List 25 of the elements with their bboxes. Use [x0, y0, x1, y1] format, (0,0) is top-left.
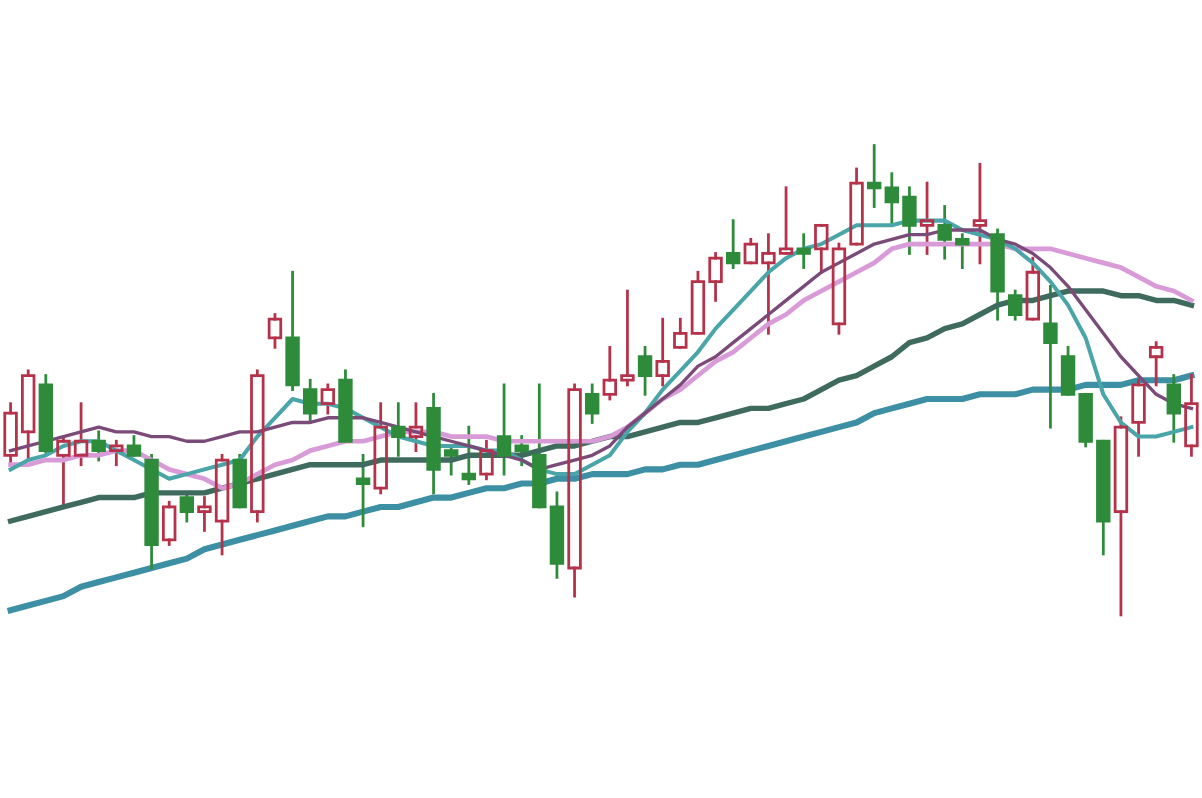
candlestick	[1184, 374, 1199, 457]
candlestick	[1166, 374, 1182, 443]
candlestick	[796, 233, 811, 269]
candlestick	[972, 162, 988, 265]
candlestick	[1131, 378, 1146, 457]
candlestick	[567, 383, 582, 598]
candlestick	[1007, 289, 1023, 321]
candlestick	[919, 181, 935, 255]
candlestick	[725, 219, 741, 269]
candlestick	[1148, 341, 1164, 387]
candlestick	[655, 317, 670, 387]
candlestick	[250, 369, 265, 523]
candlestick	[990, 228, 1005, 321]
candlestick	[161, 500, 177, 546]
candlestick	[373, 402, 388, 495]
candlestick	[866, 144, 882, 208]
candlestick	[461, 425, 477, 485]
candlestick	[1043, 284, 1058, 429]
candlestick	[285, 270, 300, 391]
candlestick	[479, 439, 494, 481]
candlestick	[391, 402, 406, 457]
candlestick	[109, 439, 124, 467]
candlestick	[584, 383, 600, 424]
candlestick	[355, 453, 371, 528]
candlestick	[320, 383, 336, 415]
